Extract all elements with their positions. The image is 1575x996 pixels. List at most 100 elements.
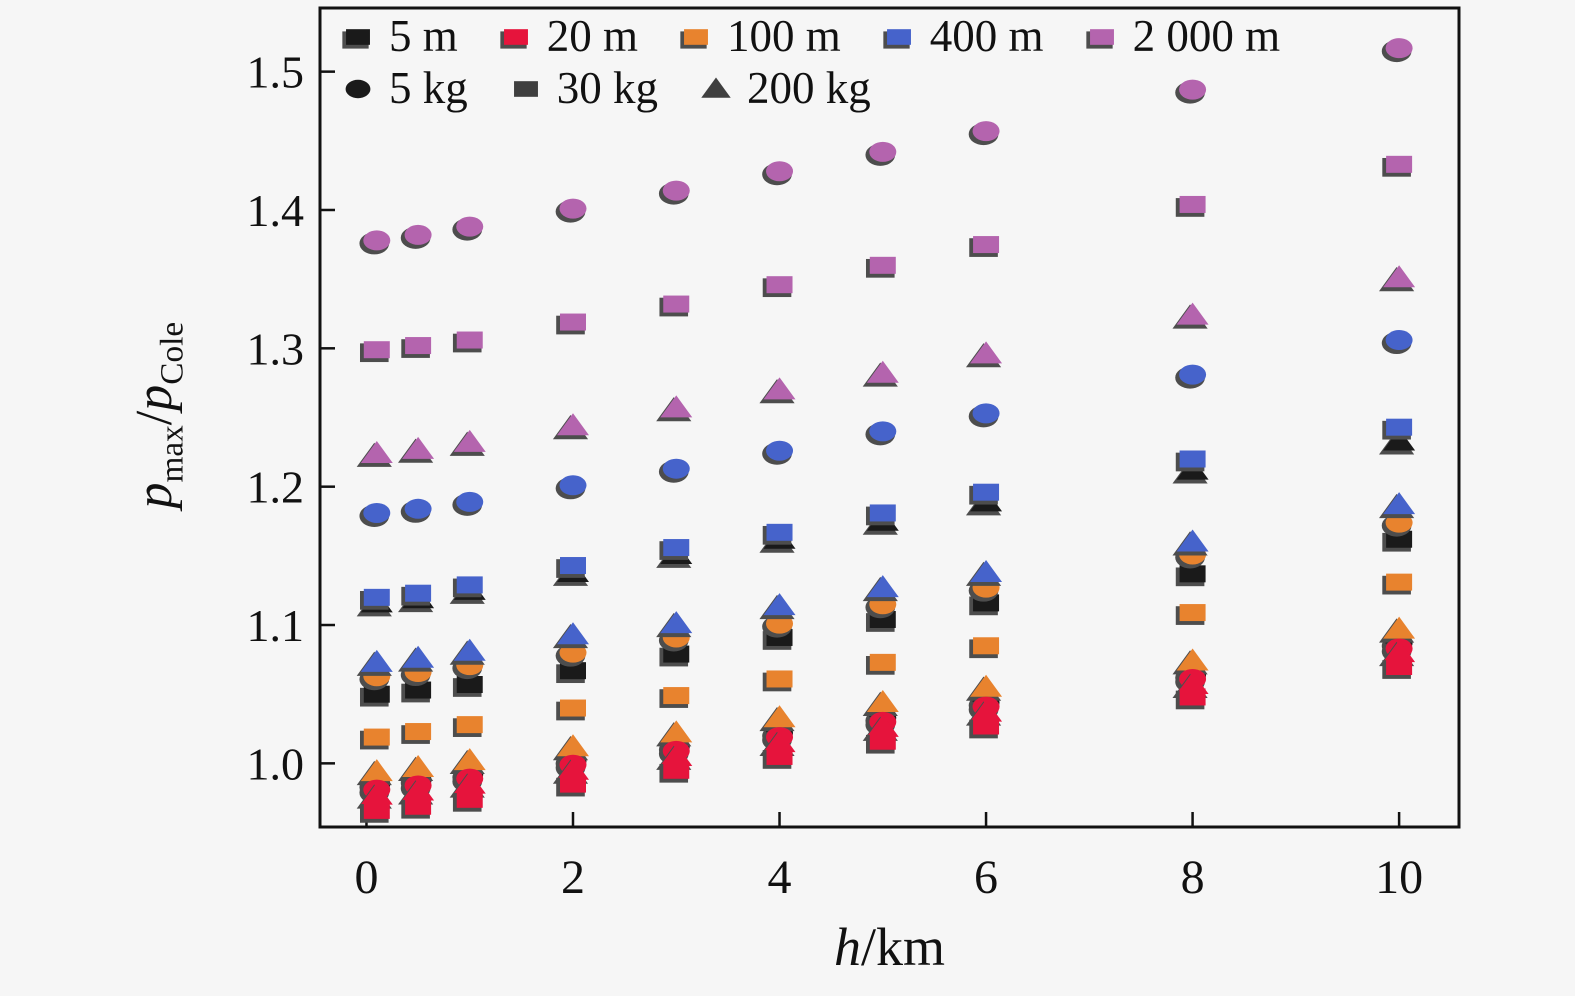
data-point-400m-200kg-h0.1: [360, 649, 393, 672]
legend-item-400-m: 400 m: [877, 10, 1044, 62]
data-point-100m-200kg-h6: [970, 674, 1003, 697]
data-point-100m-200kg-h4: [763, 705, 796, 728]
y-tick-label: 1.1: [247, 600, 305, 651]
y-axis-sub-cole: Cole: [153, 321, 191, 385]
data-point-400m-5kg-h1: [456, 491, 484, 512]
data-point-2000m-5kg-h4: [766, 161, 794, 182]
data-point-400m-5kg-h4: [766, 440, 794, 461]
series-2000m-30kg: [359, 155, 1413, 363]
legend-marker: [886, 29, 911, 45]
plot-frame: [318, 6, 1461, 829]
data-point-20m-200kg-h4: [763, 730, 796, 753]
data-point-100m-30kg-h2: [559, 699, 586, 717]
data-point-400m-5kg-h8: [1179, 364, 1207, 385]
legend-marker-400m-square-icon: [877, 20, 921, 52]
legend-label: 30 kg: [556, 63, 658, 113]
series-400m-5kg: [359, 330, 1413, 527]
data-point-2000m-200kg-h6: [970, 341, 1003, 364]
x-axis-unit: /km: [860, 917, 945, 977]
y-axis-title: pmax/pCole: [125, 322, 191, 509]
data-point-100m-200kg-h3: [660, 720, 693, 743]
data-point-2000m-5kg-h6: [972, 121, 1000, 142]
data-point-20m-200kg-h0.5: [402, 778, 435, 801]
legend-item-200-kg: 200 kg: [694, 62, 871, 114]
legend-marker-svg: [701, 77, 731, 98]
data-point-2000m-200kg-h2: [556, 413, 589, 436]
legend-label: 2 000 m: [1132, 11, 1281, 61]
data-point-2000m-30kg-h3: [663, 295, 690, 313]
x-tick-label: 2: [561, 851, 585, 904]
data-point-100m-30kg-h4: [766, 670, 793, 688]
data-point-2000m-30kg-h10: [1386, 155, 1413, 173]
data-point-20m-30kg-h4: [766, 747, 793, 765]
data-point-2000m-5kg-h8: [1179, 79, 1207, 100]
data-point-100m-30kg-h0.1: [363, 728, 390, 746]
y-axis-p-cole: p: [125, 384, 183, 411]
y-tick-label: 1.2: [247, 462, 305, 513]
data-point-5m-30kg-h8: [1179, 565, 1206, 583]
data-point-400m-30kg-h3: [663, 539, 690, 557]
data-point-2000m-30kg-h8: [1179, 195, 1206, 213]
legend-row-distances: 5 m 20 m 100 m 400 m 2 000 m: [336, 10, 1280, 62]
data-point-400m-200kg-h8: [1176, 529, 1209, 552]
data-point-2000m-200kg-h8: [1176, 302, 1209, 325]
data-point-20m-30kg-h1: [456, 790, 483, 808]
data-point-2000m-200kg-h5: [866, 360, 899, 383]
legend-marker: [513, 81, 538, 97]
legend-item-100-m: 100 m: [674, 10, 841, 62]
series-5m-30kg: [359, 530, 1413, 707]
legend-marker-svg: [513, 81, 538, 97]
legend-item-2000-m: 2 000 m: [1080, 10, 1281, 62]
data-point-100m-30kg-h8: [1179, 604, 1206, 622]
y-tick-label: 1.5: [247, 47, 305, 98]
data-point-400m-200kg-h1: [453, 638, 486, 661]
data-point-400m-30kg-h0.5: [405, 584, 432, 602]
data-point-100m-200kg-h2: [556, 734, 589, 757]
data-point-2000m-5kg-h3: [662, 180, 690, 201]
data-point-20m-200kg-h5: [866, 714, 899, 737]
series-2000m-5kg: [359, 38, 1413, 255]
data-point-2000m-200kg-h10: [1383, 265, 1416, 288]
data-point-5m-30kg-h0.1: [363, 685, 390, 703]
series-100m-200kg: [356, 616, 1416, 786]
data-point-2000m-30kg-h0.1: [363, 341, 390, 359]
data-point-2000m-5kg-h10: [1385, 38, 1413, 59]
legend-marker-5m-square-icon: [336, 20, 380, 52]
data-point-400m-200kg-h10: [1383, 492, 1416, 515]
legend-marker-5kg-circle-icon: [336, 72, 380, 104]
x-tick-label: 6: [974, 851, 998, 904]
data-point-100m-30kg-h10: [1386, 573, 1413, 591]
data-point-2000m-200kg-h4: [763, 377, 796, 400]
series-400m-30kg: [359, 418, 1413, 610]
legend-label: 200 kg: [747, 63, 871, 113]
data-point-20m-30kg-h2: [559, 775, 586, 793]
data-point-100m-200kg-h1: [453, 748, 486, 771]
data-point-2000m-30kg-h5: [869, 256, 896, 274]
y-tick-label: 1.0: [247, 738, 305, 789]
data-point-2000m-30kg-h6: [973, 236, 1000, 254]
data-point-20m-200kg-h2: [556, 757, 589, 780]
data-point-100m-200kg-h0.5: [402, 755, 435, 778]
data-point-400m-30kg-h0.1: [363, 588, 390, 606]
y-axis-p-max: p: [125, 482, 183, 509]
data-point-20m-200kg-h1: [453, 771, 486, 794]
data-point-2000m-200kg-h0.5: [402, 436, 435, 459]
data-point-400m-5kg-h3: [662, 458, 690, 479]
y-axis-sub-max: max: [153, 424, 191, 483]
data-point-2000m-5kg-h2: [559, 198, 587, 219]
data-point-400m-200kg-h6: [970, 559, 1003, 582]
data-point-2000m-30kg-h2: [559, 313, 586, 331]
data-point-400m-30kg-h2: [559, 557, 586, 575]
legend-marker-2000m-square-icon: [1080, 20, 1124, 52]
data-point-100m-30kg-h3: [663, 687, 690, 705]
legend-item-20-m: 20 m: [494, 10, 638, 62]
legend-marker: [345, 79, 371, 99]
data-point-2000m-30kg-h1: [456, 331, 483, 349]
data-point-400m-5kg-h5: [869, 421, 897, 442]
data-point-20m-30kg-h5: [869, 732, 896, 750]
legend-marker-200kg-triangle-icon: [694, 72, 738, 104]
data-point-400m-200kg-h4: [763, 593, 796, 616]
data-point-20m-200kg-h6: [970, 699, 1003, 722]
data-point-400m-200kg-h3: [660, 611, 693, 634]
legend-marker-svg: [342, 29, 370, 49]
